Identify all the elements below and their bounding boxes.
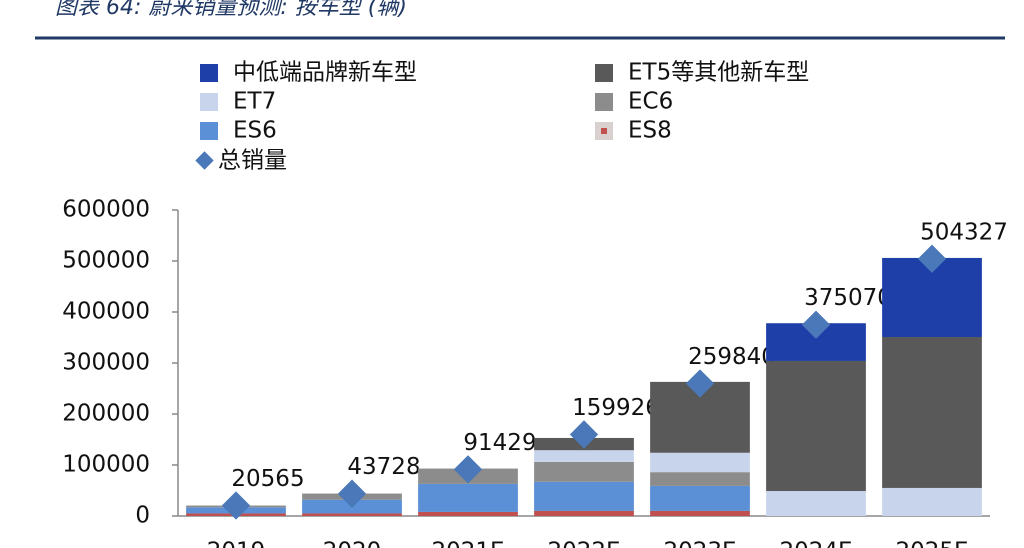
chart-title: 图表 64: 蔚来销量预测: 按车型 (辆) (55, 0, 407, 20)
legend-label: ES8 (628, 118, 672, 144)
total-label: 43728 (347, 454, 420, 480)
total-label: 504327 (920, 219, 1008, 245)
x-tick-label: 2021E (431, 539, 504, 548)
total-label: 20565 (231, 466, 304, 492)
legend-label: 总销量 (218, 148, 287, 174)
bar-segment (534, 461, 634, 482)
legend-swatch-dot (601, 128, 607, 134)
legend-swatch (195, 151, 214, 170)
x-tick-label: 2025E (895, 539, 968, 548)
x-tick-label: 2020 (323, 539, 382, 548)
legend-label: EC6 (628, 89, 673, 115)
x-tick-label: 2024E (779, 539, 852, 548)
legend-swatch (595, 64, 613, 82)
total-marker (685, 369, 715, 398)
legend-label: ET7 (233, 89, 276, 115)
total-label: 159926 (572, 395, 660, 421)
total-label: 259840 (688, 344, 776, 370)
x-tick-label: 2019 (207, 539, 266, 548)
bar-segment (882, 336, 982, 488)
y-tick-label: 300000 (62, 350, 150, 376)
total-label: 91429 (463, 430, 536, 456)
bar-segment (534, 450, 634, 462)
bar-segment (418, 483, 518, 512)
bar-segment (534, 481, 634, 511)
y-tick-label: 600000 (62, 197, 150, 223)
bar-segment (650, 452, 750, 473)
total-label: 375070 (804, 285, 892, 311)
bar-segment (766, 491, 866, 516)
total-marker (569, 420, 599, 449)
y-tick-label: 400000 (62, 299, 150, 325)
total-marker (801, 310, 831, 339)
bar-segment (418, 511, 518, 516)
legend-swatch (200, 122, 218, 140)
legend-swatch (200, 93, 218, 111)
bar-segment (534, 510, 634, 516)
y-tick-label: 200000 (62, 401, 150, 427)
bar-segment (650, 472, 750, 486)
bar-segment (766, 360, 866, 492)
bar-segment (650, 485, 750, 511)
legend-swatch (200, 64, 218, 82)
legend-label: ET5等其他新车型 (628, 60, 809, 86)
y-tick-label: 500000 (62, 248, 150, 274)
y-tick-label: 0 (135, 503, 150, 529)
bar-segment (650, 510, 750, 516)
legend-label: ES6 (233, 118, 277, 144)
x-tick-label: 2023E (663, 539, 736, 548)
bar-segment (302, 513, 402, 516)
bar-segment (882, 487, 982, 516)
legend-label: 中低端品牌新车型 (233, 60, 417, 86)
total-marker (453, 455, 483, 484)
x-tick-label: 2022E (547, 539, 620, 548)
legend-swatch (595, 93, 613, 111)
y-tick-label: 100000 (62, 452, 150, 478)
total-marker (337, 479, 367, 508)
